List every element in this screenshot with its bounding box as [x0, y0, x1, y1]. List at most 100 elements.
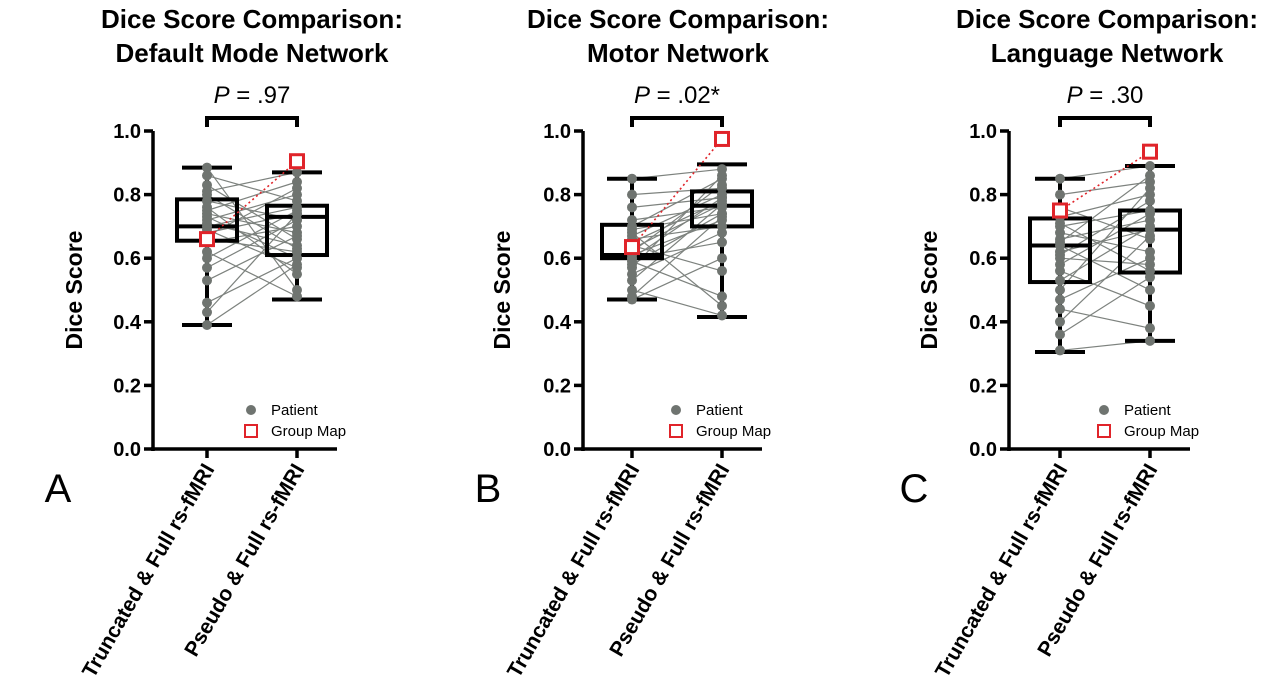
patient-point — [202, 253, 212, 264]
y-tick-label: 0.6 — [113, 248, 141, 270]
patient-point — [1055, 189, 1065, 200]
patient-point — [202, 319, 212, 330]
y-tick-label: 0.0 — [543, 439, 571, 461]
patient-pair-line — [631, 187, 723, 196]
patient-point — [717, 227, 727, 238]
legend-patient-label: Patient — [696, 402, 744, 419]
y-tick-label: 0.4 — [113, 312, 142, 334]
patient-pair-line — [206, 213, 298, 313]
patient-point — [1145, 195, 1155, 206]
patient-point — [202, 262, 212, 273]
legend-patient-label: Patient — [1124, 402, 1172, 419]
patient-pair-line — [1059, 235, 1151, 323]
patient-pair-line — [1059, 194, 1151, 218]
patient-point — [1145, 285, 1155, 295]
p-symbol: P — [634, 82, 650, 109]
patient-point — [1055, 294, 1065, 305]
y-tick-label: 0.4 — [969, 312, 998, 334]
patient-point — [1145, 272, 1155, 283]
y-tick-label: 1.0 — [113, 121, 141, 143]
y-tick-label: 0.8 — [969, 185, 997, 207]
patient-pair-line — [206, 171, 298, 193]
group-map-line — [1059, 151, 1151, 212]
legend-groupmap-marker — [1097, 424, 1111, 438]
patient-point — [202, 307, 212, 318]
patient-pair-line — [206, 194, 298, 221]
y-axis-label: Dice Score — [489, 231, 515, 350]
patient-point — [292, 230, 302, 241]
y-tick-label: 1.0 — [543, 121, 571, 143]
chart-panel-A: Dice Score Comparison: Default Mode Netwo… — [45, 4, 403, 679]
patient-point — [1055, 329, 1065, 340]
patient-point — [202, 170, 212, 181]
patient-pair-line — [1059, 244, 1151, 291]
p-value: = .97 — [230, 82, 291, 109]
patient-point — [717, 211, 727, 222]
p-value: = .02* — [650, 82, 720, 109]
group-map-point — [624, 239, 640, 256]
patient-point — [1145, 221, 1155, 232]
panel-letter: C — [900, 467, 929, 511]
y-tick-label: 0.2 — [969, 375, 997, 397]
patient-point — [292, 208, 302, 219]
patient-point — [202, 162, 212, 173]
patient-pair-line — [631, 289, 723, 317]
patient-pair-line — [631, 184, 723, 253]
patient-pair-line — [1059, 270, 1151, 307]
y-tick-label: 0.0 — [113, 439, 141, 461]
p-symbol: P — [214, 82, 230, 109]
y-axis-label: Dice Score — [61, 231, 87, 350]
patient-point — [292, 259, 302, 270]
legend-groupmap-label: Group Map — [696, 423, 771, 440]
p-symbol: P — [1067, 82, 1083, 109]
y-tick-label: 0.8 — [543, 185, 571, 207]
significance-bracket — [1058, 116, 1152, 127]
panel-letter: B — [475, 467, 502, 511]
patient-pair-line — [206, 264, 298, 326]
y-axis-label: Dice Score — [916, 231, 942, 350]
p-value-label: P = .30 — [1067, 82, 1144, 109]
patient-point — [717, 291, 727, 302]
legend-groupmap-label: Group Map — [1124, 423, 1199, 440]
patient-point — [717, 265, 727, 276]
patient-point — [1055, 265, 1065, 276]
patient-point — [717, 180, 727, 191]
y-tick-label: 0.6 — [543, 248, 571, 270]
patient-point — [1145, 230, 1155, 241]
chart-title-line2: Motor Network — [587, 38, 770, 68]
patient-pair-line — [206, 206, 298, 275]
patient-pair-line — [631, 203, 723, 281]
patient-point — [627, 202, 637, 213]
chart-title-line2: Default Mode Network — [115, 38, 389, 68]
legend-patient-marker — [671, 405, 681, 415]
patient-point — [1145, 335, 1155, 346]
legend-patient-label: Patient — [271, 402, 319, 419]
patient-point — [1145, 300, 1155, 311]
p-value-label: P = .97 — [214, 82, 291, 109]
chart-title-line1: Dice Score Comparison: — [956, 4, 1258, 34]
y-tick-label: 0.4 — [543, 312, 572, 334]
chart-title-line1: Dice Score Comparison: — [527, 4, 829, 34]
patient-pair-line — [1059, 257, 1151, 266]
patient-pair-line — [631, 197, 723, 259]
patient-point — [1145, 183, 1155, 194]
group-map-point — [289, 153, 305, 170]
patient-point — [717, 237, 727, 248]
patient-pair-line — [206, 235, 298, 281]
chart-title-line2: Language Network — [991, 38, 1224, 68]
patient-point — [292, 167, 302, 178]
patient-pair-line — [206, 229, 298, 269]
patient-point — [1055, 173, 1065, 184]
patient-pair-line — [1059, 165, 1151, 180]
group-map-point — [714, 130, 730, 147]
patient-pair-line — [1059, 181, 1151, 196]
group-map-point — [1142, 143, 1158, 160]
legend-patient-marker — [1099, 405, 1109, 415]
patient-point — [1145, 253, 1155, 264]
patient-pair-line — [1059, 175, 1151, 243]
patient-point — [627, 189, 637, 200]
patient-point — [1145, 323, 1155, 334]
y-tick-label: 1.0 — [969, 121, 997, 143]
significance-bracket — [205, 116, 299, 127]
